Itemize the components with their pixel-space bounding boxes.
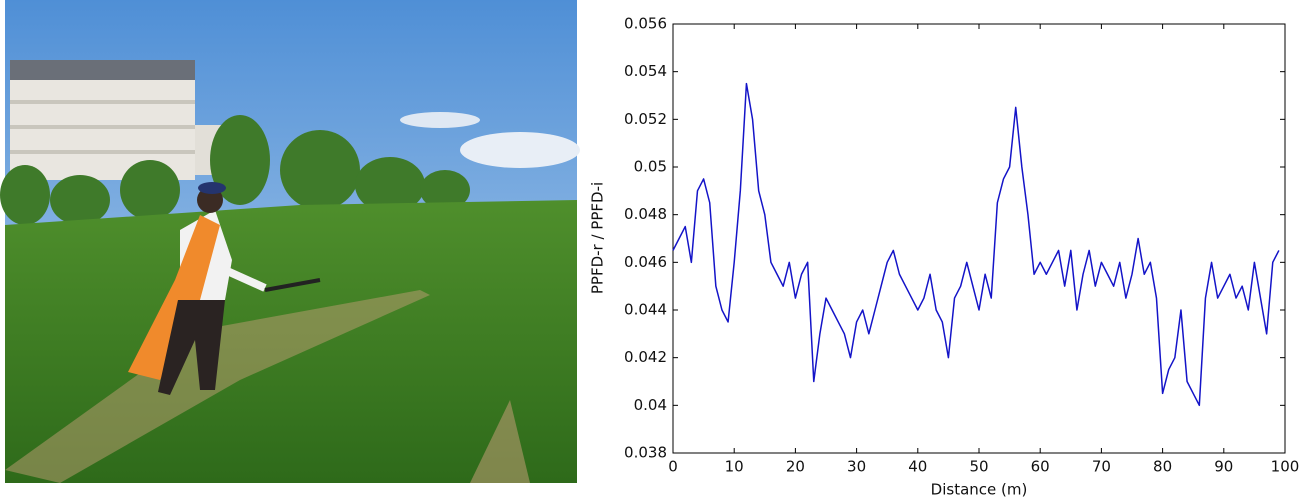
- y-tick-label: 0.038: [624, 444, 667, 462]
- y-tick-label: 0.052: [624, 110, 667, 128]
- y-tick-label: 0.042: [624, 348, 667, 366]
- x-tick-label: 100: [1271, 458, 1300, 476]
- y-tick-label: 0.044: [624, 301, 667, 319]
- y-tick-label: 0.05: [634, 158, 667, 176]
- y-tick-label: 0.046: [624, 253, 667, 271]
- x-tick-label: 20: [786, 458, 805, 476]
- x-tick-label: 0: [668, 458, 678, 476]
- y-tick-label: 0.056: [624, 15, 667, 33]
- chart: Distance (m) PPFD-r / PPFD-i 0.038 0.04 0.…: [589, 15, 1300, 499]
- plot-frame: [672, 23, 1286, 454]
- x-tick-label: 40: [908, 458, 927, 476]
- x-axis-label: Distance (m): [931, 481, 1028, 499]
- y-tick-label: 0.048: [624, 205, 667, 223]
- photo: [0, 0, 580, 483]
- person: [128, 182, 321, 395]
- x-tick-label: 30: [847, 458, 866, 476]
- x-tick-label: 10: [725, 458, 744, 476]
- x-tick-label: 70: [1092, 458, 1111, 476]
- x-tick-label: 60: [1031, 458, 1050, 476]
- y-axis-label: PPFD-r / PPFD-i: [589, 182, 607, 294]
- y-tick-label: 0.054: [624, 62, 667, 80]
- x-tick-label: 80: [1153, 458, 1172, 476]
- data-line: [672, 82, 1280, 407]
- x-tick-label: 90: [1214, 458, 1233, 476]
- y-tick-label: 0.04: [634, 396, 667, 414]
- x-tick-label: 50: [969, 458, 988, 476]
